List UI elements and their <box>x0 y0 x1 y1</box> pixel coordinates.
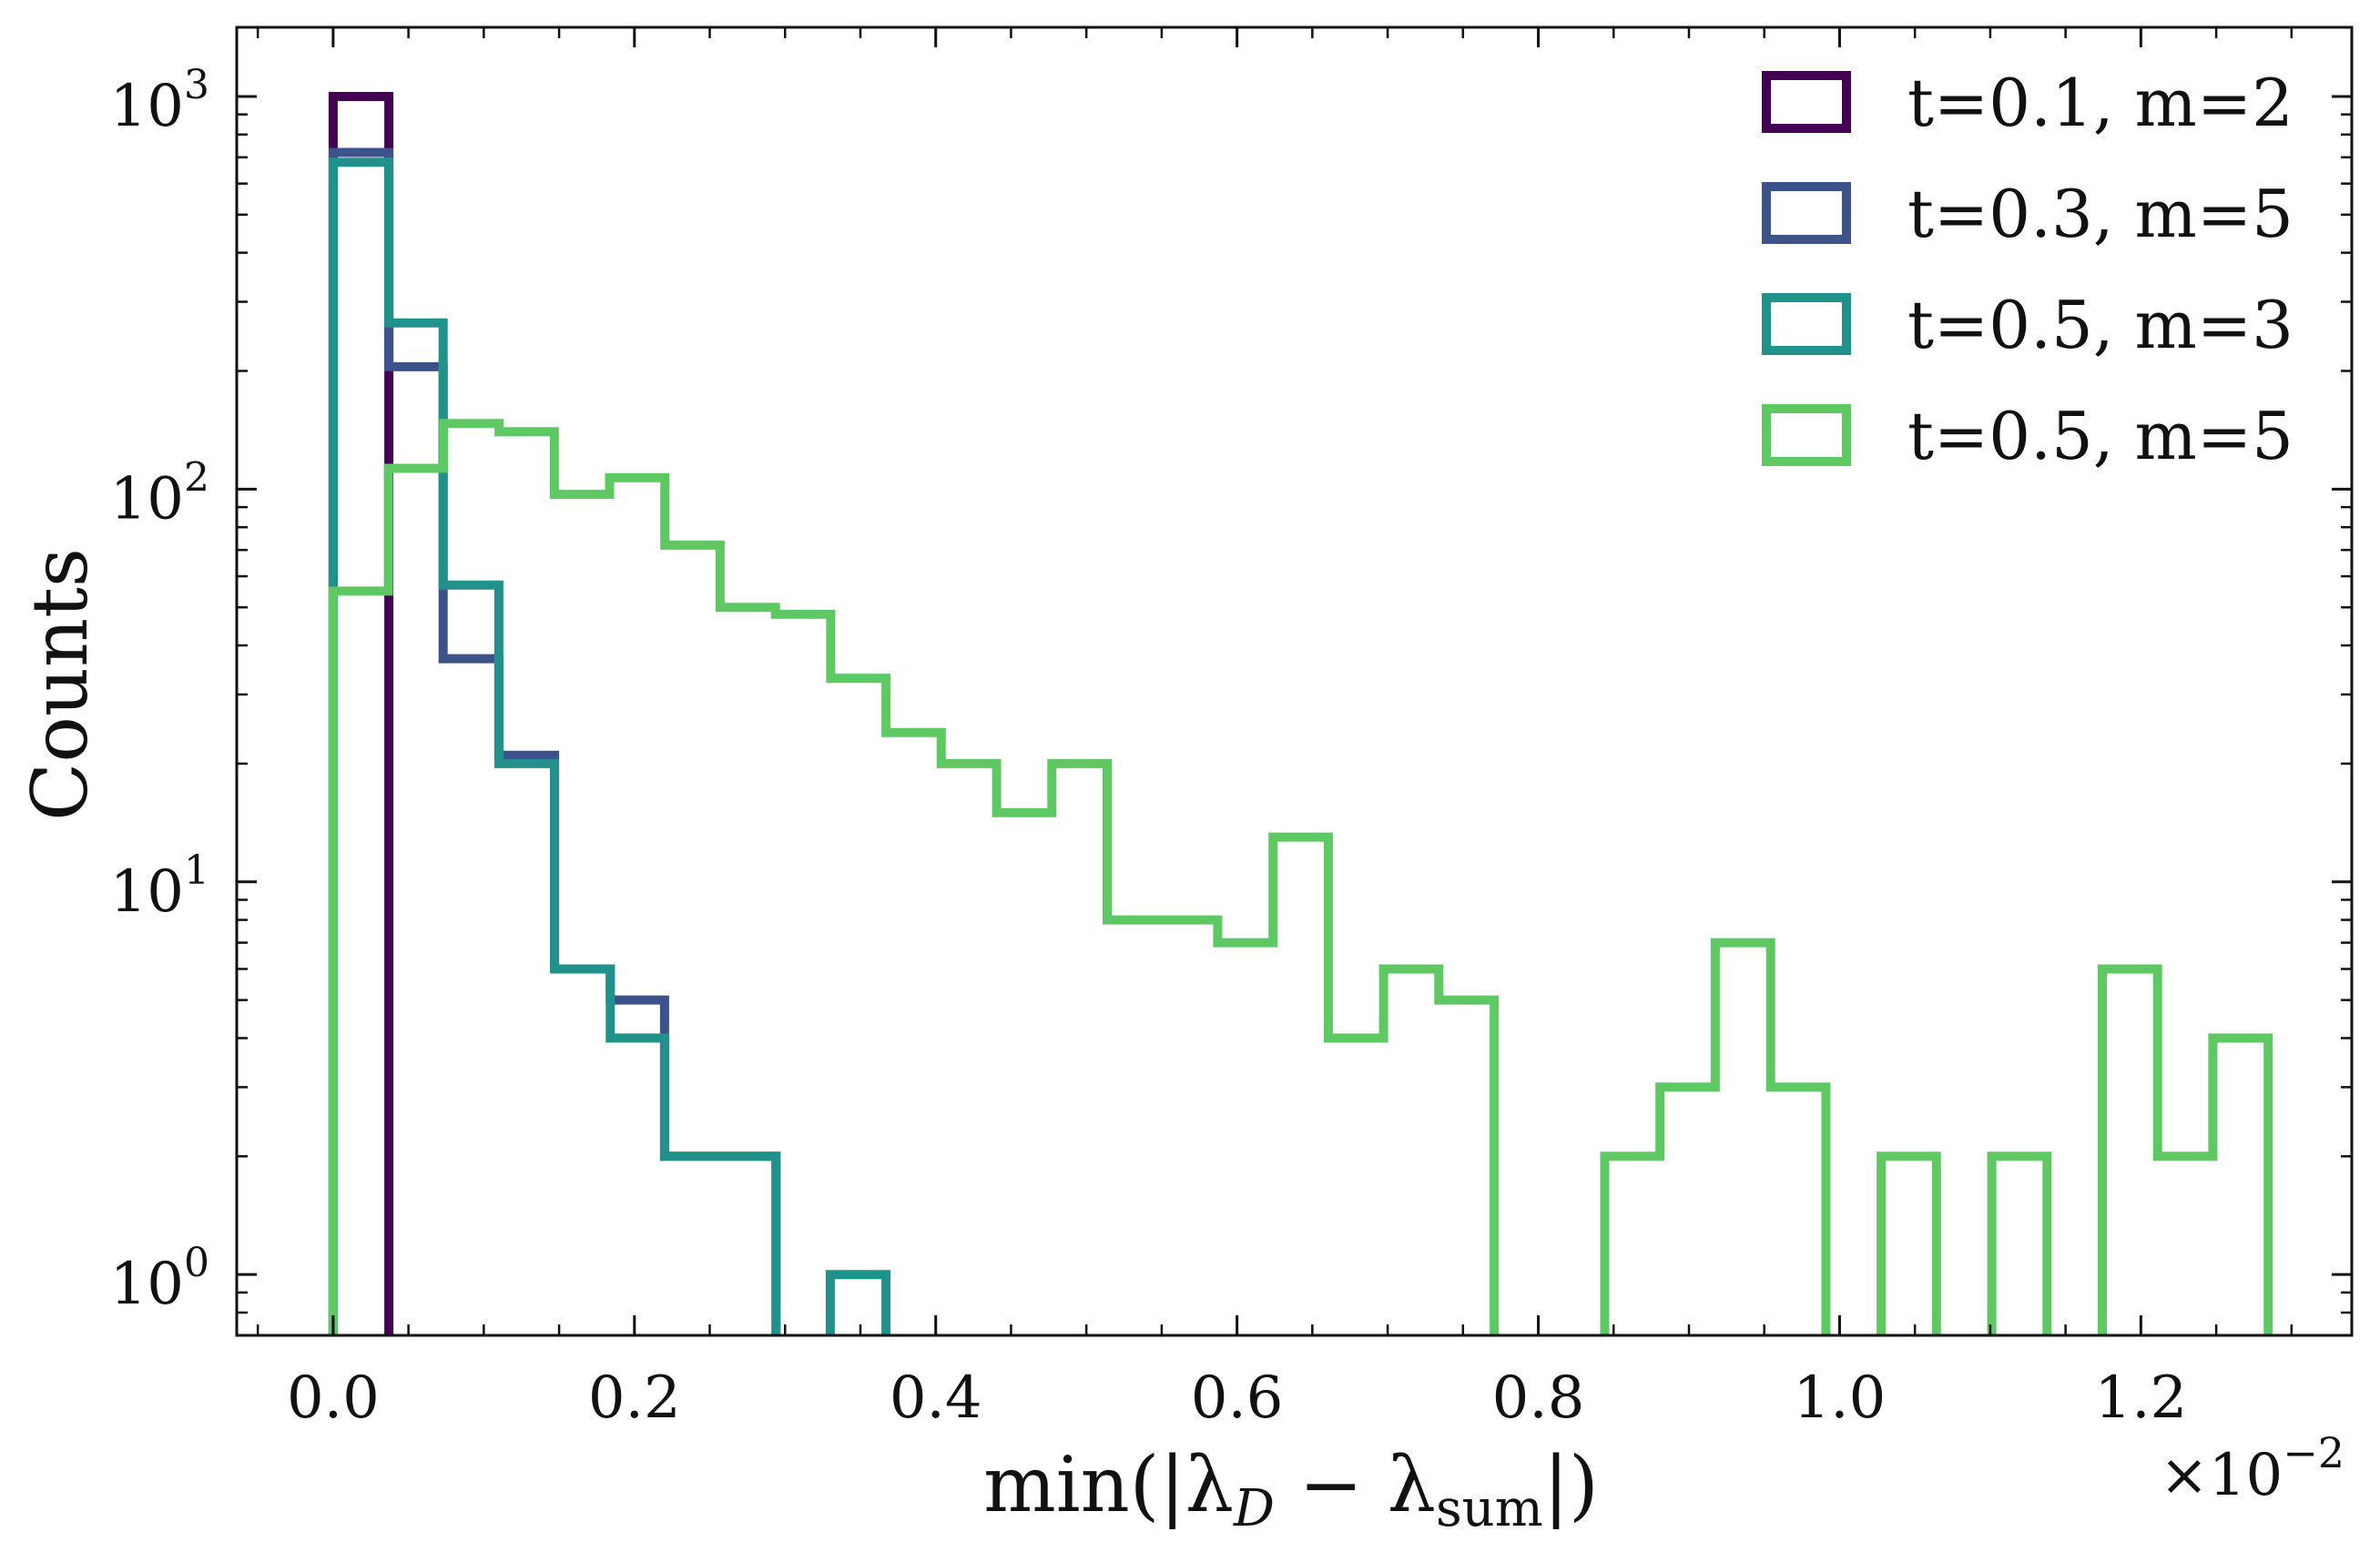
histogram-step-segment <box>2098 964 2273 1335</box>
x-tick-label: 0.8 <box>1492 1364 1585 1432</box>
series-layer <box>328 92 2273 1335</box>
series-3 <box>328 157 891 1335</box>
x-axis-label-sub-d: D <box>1233 1479 1275 1538</box>
x-tick-label: 0.6 <box>1191 1364 1284 1432</box>
legend-swatch <box>1762 404 1851 466</box>
plot-frame <box>235 25 2354 1337</box>
histogram-step-segment <box>825 1270 891 1335</box>
x-axis-label: min(|λD − λsum|) <box>983 1440 1599 1538</box>
x-tick-label: 1.0 <box>1794 1364 1887 1432</box>
legend: t=0.1, m=2 t=0.3, m=5 t=0.5, m=3 t=0.5, m=5 <box>1762 65 2294 474</box>
legend-swatch <box>1762 71 1851 133</box>
histogram-step-segment <box>1600 938 1831 1335</box>
y-tick-label: 102 <box>110 454 209 533</box>
labels-layer: Counts min(|λD − λsum|) ×10−2 <box>15 548 2344 1538</box>
legend-swatch <box>1762 182 1851 244</box>
x-axis-label-sub-sum: sum <box>1436 1479 1543 1538</box>
x-tick-label: 0.2 <box>588 1364 681 1432</box>
x-axis-label-prefix: min(|λ <box>983 1440 1234 1529</box>
legend-label: t=0.3, m=5 <box>1907 176 2294 252</box>
x-tick-label: 0.4 <box>890 1364 982 1432</box>
legend-swatch <box>1762 293 1851 355</box>
legend-entry: t=0.3, m=5 <box>1762 176 2294 252</box>
x-tick-label: 1.2 <box>2094 1364 2187 1432</box>
ticks-layer: 0.0 0.2 0.4 0.6 0.8 1.0 1.2 100 101 102 103 <box>110 27 2352 1432</box>
x-axis-label-mid: − λ <box>1275 1440 1436 1529</box>
series-4 <box>328 419 2273 1335</box>
histogram-step-segment <box>1877 1151 1941 1335</box>
legend-entry: t=0.5, m=5 <box>1762 398 2294 474</box>
x-axis-multiplier-exponent: −2 <box>2283 1428 2344 1477</box>
legend-label: t=0.1, m=2 <box>1907 65 2294 141</box>
legend-entry: t=0.5, m=3 <box>1762 287 2294 363</box>
x-tick-label: 0.0 <box>287 1364 380 1432</box>
y-axis-label: Counts <box>15 548 105 821</box>
x-axis-label-suffix: |) <box>1543 1440 1599 1529</box>
histogram-step-segment <box>328 157 781 1335</box>
legend-label: t=0.5, m=5 <box>1907 398 2294 474</box>
y-tick-label: 101 <box>110 847 209 926</box>
x-axis-multiplier-base: ×10 <box>2160 1442 2283 1509</box>
histogram-step-segment <box>1987 1151 2052 1335</box>
y-tick-label: 100 <box>110 1240 209 1318</box>
histogram-step-segment <box>328 419 1500 1335</box>
x-axis-multiplier: ×10−2 <box>2160 1428 2344 1509</box>
y-tick-label: 103 <box>110 62 209 140</box>
legend-label: t=0.5, m=3 <box>1907 287 2294 363</box>
legend-entry: t=0.1, m=2 <box>1762 65 2294 141</box>
